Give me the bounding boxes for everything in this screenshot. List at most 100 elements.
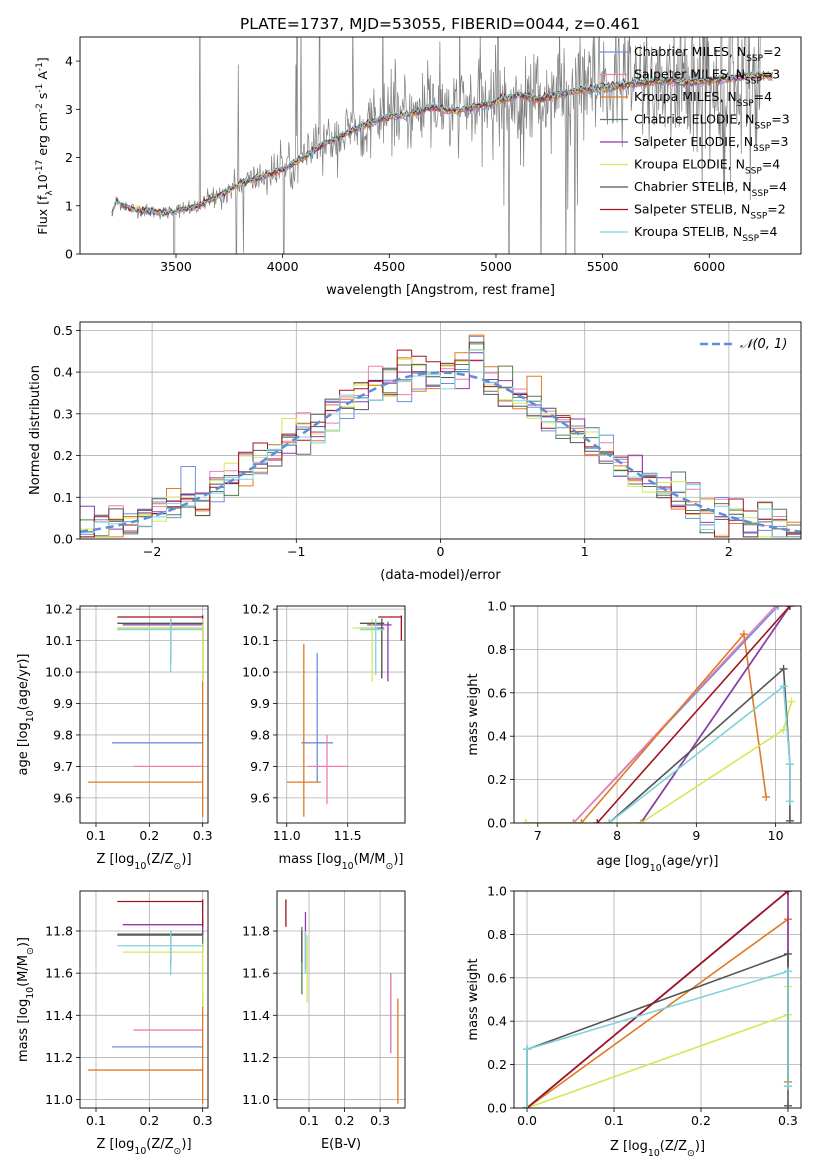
weight-line-stelib_chabrier xyxy=(526,952,789,1108)
y-tick-label: 0.2 xyxy=(487,1057,507,1072)
x-axis-label-part: 10 xyxy=(134,861,146,872)
y-tick-label: 11.2 xyxy=(242,1050,270,1065)
x-axis-label-part: )] xyxy=(393,852,403,867)
x-tick-label: 0.3 xyxy=(193,828,213,843)
legend-label-part: SSP xyxy=(742,234,759,244)
legend-label-part: =3 xyxy=(762,67,780,82)
legend-label-part: =3 xyxy=(770,134,788,149)
x-tick-label: 0.2 xyxy=(335,1113,355,1128)
weight-marker-miles_kroupa xyxy=(577,819,586,823)
legend-label-part: Kroupa MILES, N xyxy=(634,89,737,104)
weight-marker-miles_chabrier xyxy=(774,606,783,610)
y-tick-label: 11.8 xyxy=(242,924,270,939)
legend-label: Salpeter MILES, NSSP=3 xyxy=(634,67,780,87)
errorbar-panel: 0.1 0.2 0.311.011.211.411.611.8Z [log10(Z/… xyxy=(16,890,213,1157)
histogram-step-stelib_salpeter xyxy=(80,349,801,538)
errorbar-panel: 0.1 0.2 0.39.69.79.89.910.010.110.2Z [log1… xyxy=(16,602,213,872)
weight-line-miles_kroupa xyxy=(525,632,767,823)
weight-marker-elodie_kroupa xyxy=(779,725,788,734)
legend-label-part: Salpeter STELIB, N xyxy=(634,202,750,217)
weight-marker-miles_salpeter xyxy=(569,819,578,823)
x-axis-label-part: )] xyxy=(695,1139,705,1154)
x-tick-label: 0.2 xyxy=(139,828,159,843)
legend-label-part: =2 xyxy=(763,44,781,59)
axes-frame xyxy=(79,890,209,1109)
y-tick-label: 10.2 xyxy=(45,602,73,617)
legend-label-part: =4 xyxy=(754,89,772,104)
x-tick-label: 0.0 xyxy=(517,1113,537,1128)
y-tick-label: 1.0 xyxy=(487,884,507,899)
weight-line-stelib_salpeter xyxy=(596,606,791,823)
y-tick-label: 3 xyxy=(65,102,73,117)
page-title: PLATE=1737, MJD=53055, FIBERID=0044, z=0… xyxy=(240,15,640,33)
weight-marker-stelib_salpeter xyxy=(593,819,602,823)
weight-line-miles_kroupa xyxy=(526,917,789,1108)
y-tick-label: 0.8 xyxy=(487,927,507,942)
weight-marker-stelib_salpeter xyxy=(785,606,794,610)
weight-marker-stelib_kroupa xyxy=(785,797,794,806)
x-axis-label-part: age [log xyxy=(597,854,650,869)
y-axis-label-part: -1 xyxy=(35,84,45,93)
x-axis-label-part: ⊙ xyxy=(174,1146,182,1157)
legend-label-part: SSP xyxy=(745,77,762,87)
axes-frame xyxy=(79,321,802,540)
weight-marker-stelib_kroupa xyxy=(783,967,792,976)
legend-label-part: SSP xyxy=(745,167,762,177)
y-axis-label: Normed distribution xyxy=(28,365,43,495)
legend-label-normal: 𝒩(0, 1) xyxy=(740,337,787,352)
spectrum-panel: 3500 4000 4500 5000 5500 6000 0 1 2 3 4 Chabrier MI… xyxy=(35,36,802,298)
y-tick-label: 9.8 xyxy=(250,727,270,742)
mass-weight-plot xyxy=(523,891,792,1108)
y-axis-label-part: mass [log xyxy=(16,999,31,1062)
weight-line-elodie_salpeter xyxy=(640,606,791,823)
x-axis-label-part: (age/yr)] xyxy=(662,854,719,869)
legend-label: Kroupa MILES, NSSP=4 xyxy=(634,89,772,109)
axes-frame xyxy=(276,605,406,824)
x-tick-label: 1 xyxy=(581,544,589,559)
legend-label: Salpeter STELIB, NSSP=2 xyxy=(634,202,786,222)
x-tick-label: 3500 xyxy=(160,259,192,274)
histogram-step-stelib_kroupa xyxy=(80,349,801,538)
x-axis-label-part: 10 xyxy=(650,863,662,874)
legend-label-part: SSP xyxy=(754,122,771,132)
legend-label-part: Kroupa ELODIE, N xyxy=(634,157,745,172)
legend-label-part: =4 xyxy=(762,157,780,172)
x-tick-label: 0.3 xyxy=(778,1113,798,1128)
y-tick-label: 0.2 xyxy=(487,772,507,787)
legend-label-part: Chabrier ELODIE, N xyxy=(634,112,754,127)
x-axis-label-part: Z [log xyxy=(96,1137,134,1152)
y-tick-label: 2 xyxy=(65,150,73,165)
axes-frame xyxy=(79,36,802,255)
y-tick-label: 0.3 xyxy=(53,406,73,421)
legend-label-part: Chabrier MILES, N xyxy=(634,44,746,59)
legend-label-part: SSP xyxy=(750,212,767,222)
y-axis-label-part: )] xyxy=(16,937,31,947)
x-axis-label-part: (Z/Z xyxy=(660,1139,687,1154)
weight-marker-stelib_chabrier xyxy=(785,816,794,823)
legend-label-part: Chabrier STELIB, N xyxy=(634,179,752,194)
y-axis-label-part: age [log xyxy=(16,722,31,775)
weight-line-stelib_kroupa xyxy=(526,970,789,1108)
legend-label-part: =2 xyxy=(767,202,785,217)
x-tick-label: 4500 xyxy=(373,259,405,274)
legend-label-part: SSP xyxy=(746,54,763,64)
weight-marker-stelib_kroupa xyxy=(783,1082,792,1091)
x-axis-label: Z [log10(Z/Z⊙)] xyxy=(610,1139,705,1159)
x-axis-label: age [log10(age/yr)] xyxy=(597,854,719,874)
y-axis-label-part: ] xyxy=(35,57,50,62)
y-tick-label: 0.8 xyxy=(487,642,507,657)
x-axis-label-part: ⊙ xyxy=(174,861,182,872)
x-tick-label: 0.1 xyxy=(299,1113,319,1128)
weight-marker-stelib_salpeter xyxy=(783,891,792,895)
x-tick-label: 9 xyxy=(692,828,700,843)
x-axis-label-part: (Z/Z xyxy=(146,852,173,867)
mass-weight-panel: 0.0 0.1 0.2 0.3 0.0 0.2 0.4 0.6 0.8 1.0 Z [log10(Z… xyxy=(466,884,802,1159)
x-tick-label: −1 xyxy=(287,544,305,559)
spectrum-plot xyxy=(111,37,773,254)
y-tick-label: 1.0 xyxy=(487,599,507,614)
legend-label-part: Salpeter MILES, N xyxy=(634,67,745,82)
x-axis-label: E(B-V) xyxy=(321,1137,361,1152)
legend-label-part: =4 xyxy=(769,179,787,194)
